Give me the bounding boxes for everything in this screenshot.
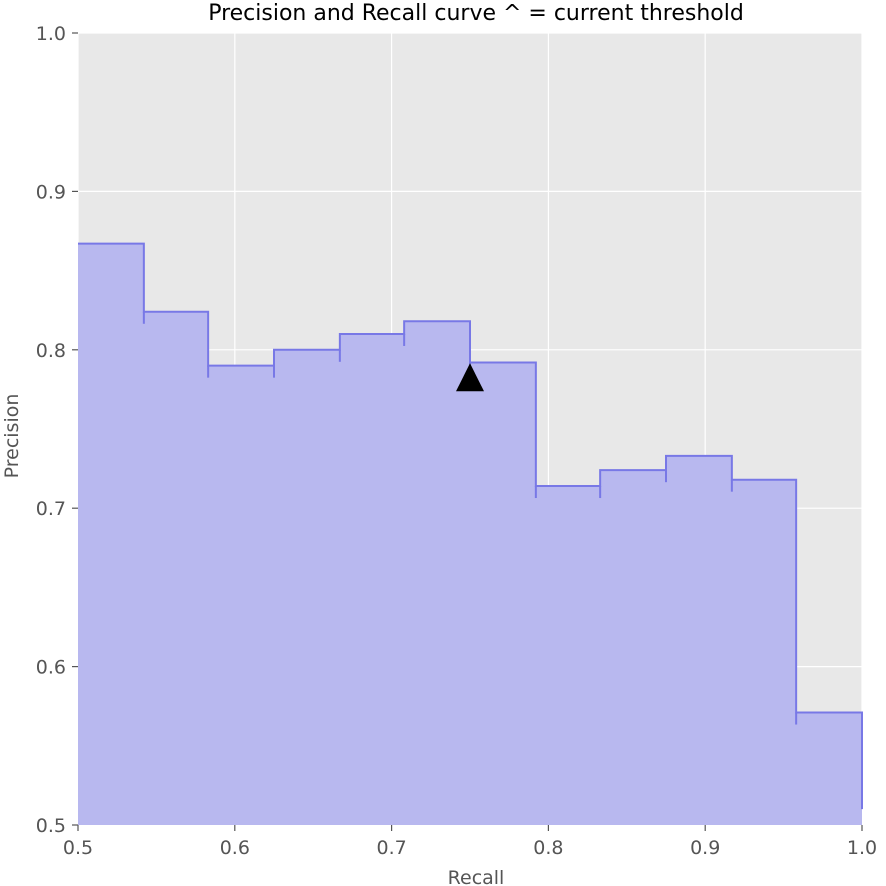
x-tick-label: 0.8 — [533, 837, 563, 859]
y-tick-label: 0.8 — [36, 340, 66, 362]
y-tick-label: 0.9 — [36, 181, 66, 203]
y-tick-label: 0.7 — [36, 498, 66, 520]
y-axis-label: Precision — [1, 394, 23, 479]
x-axis-ticks: 0.5 0.6 0.7 0.8 0.9 1.0 — [63, 825, 877, 859]
x-tick-label: 0.9 — [690, 837, 720, 859]
x-tick-label: 0.5 — [63, 837, 93, 859]
y-tick-label: 0.6 — [36, 657, 66, 679]
x-axis-label: Recall — [448, 867, 505, 886]
current-threshold-marker — [456, 363, 484, 392]
pr-area-fill — [78, 243, 862, 825]
x-tick-label: 0.6 — [220, 837, 250, 859]
x-tick-label: 0.7 — [376, 837, 406, 859]
y-tick-label: 1.0 — [36, 23, 66, 45]
x-tick-label: 1.0 — [847, 837, 877, 859]
y-tick-label: 0.5 — [36, 815, 66, 837]
chart-title: Precision and Recall curve ^ = current t… — [208, 1, 744, 26]
y-axis-ticks: 0.5 0.6 0.7 0.8 0.9 1.0 — [36, 23, 78, 837]
